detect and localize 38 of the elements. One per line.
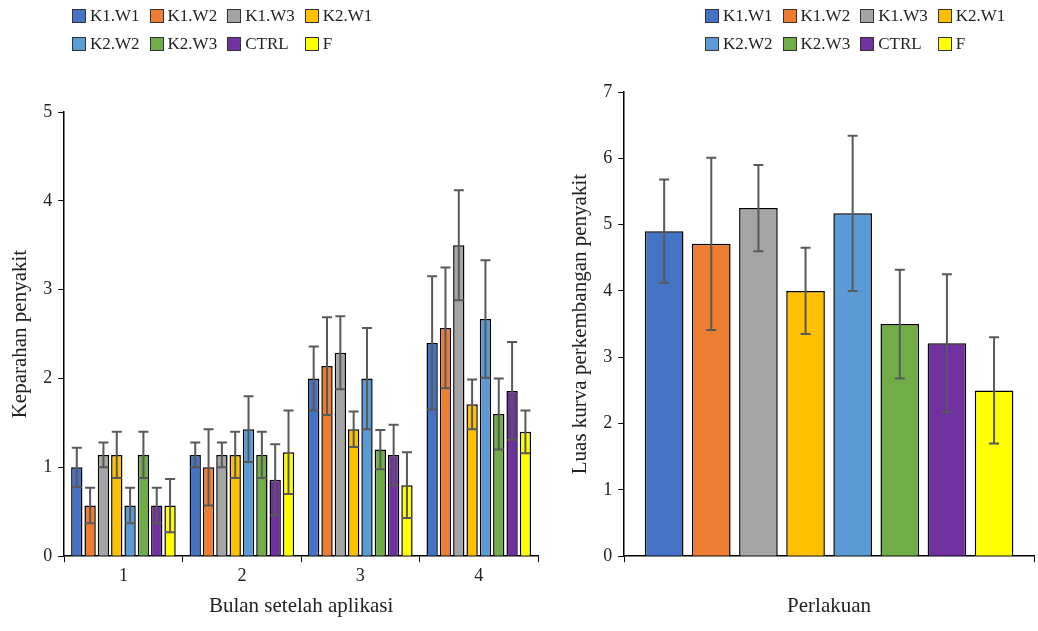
legend-label: K2.W1	[322, 6, 373, 26]
x-tick-label: 1	[118, 564, 128, 585]
y-tick-label: 3	[603, 345, 613, 366]
legend-label: K2.W3	[800, 34, 851, 54]
x-tick-label: 4	[474, 564, 484, 585]
legend-label: K2.W3	[167, 34, 218, 54]
y-tick-label: 1	[43, 456, 53, 477]
legend-label: CTRL	[878, 34, 922, 54]
legend-label: K1.W3	[245, 6, 295, 26]
legend-label: K2.W2	[723, 34, 773, 54]
y-tick-label: 5	[43, 100, 53, 121]
x-tick-label: 2	[237, 564, 247, 585]
legend-label: K1.W1	[723, 6, 773, 26]
y-tick-label: 6	[603, 147, 613, 168]
y-tick-label: 3	[43, 278, 53, 299]
legend-label: F	[322, 34, 333, 54]
y-tick-label: 7	[603, 80, 613, 101]
y-axis-title: Keparahan penyakit	[7, 249, 32, 419]
legend-label: K1.W3	[878, 6, 928, 26]
x-axis-title: Perlakuan	[787, 592, 872, 617]
y-tick-label: 2	[603, 412, 613, 433]
y-tick-label: 4	[43, 189, 53, 210]
y-axis-title: Luas kurva perkembangan penyakit	[567, 173, 592, 475]
legend-label: K2.W1	[955, 6, 1006, 26]
x-tick-label: 3	[355, 564, 365, 585]
y-tick-label: 0	[43, 544, 53, 565]
y-tick-label: 4	[603, 279, 613, 300]
legend-label: F	[955, 34, 966, 54]
y-tick-label: 5	[603, 213, 613, 234]
x-axis-title: Bulan setelah aplikasi	[208, 592, 394, 617]
legend-label: CTRL	[245, 34, 289, 54]
y-tick-label: 2	[43, 367, 53, 388]
y-tick-label: 1	[603, 478, 613, 499]
y-tick-label: 0	[603, 544, 613, 565]
legend-label: K1.W1	[90, 6, 140, 26]
legend-label: K1.W2	[167, 6, 218, 26]
legend-label: K2.W2	[90, 34, 140, 54]
legend-label: K1.W2	[800, 6, 851, 26]
